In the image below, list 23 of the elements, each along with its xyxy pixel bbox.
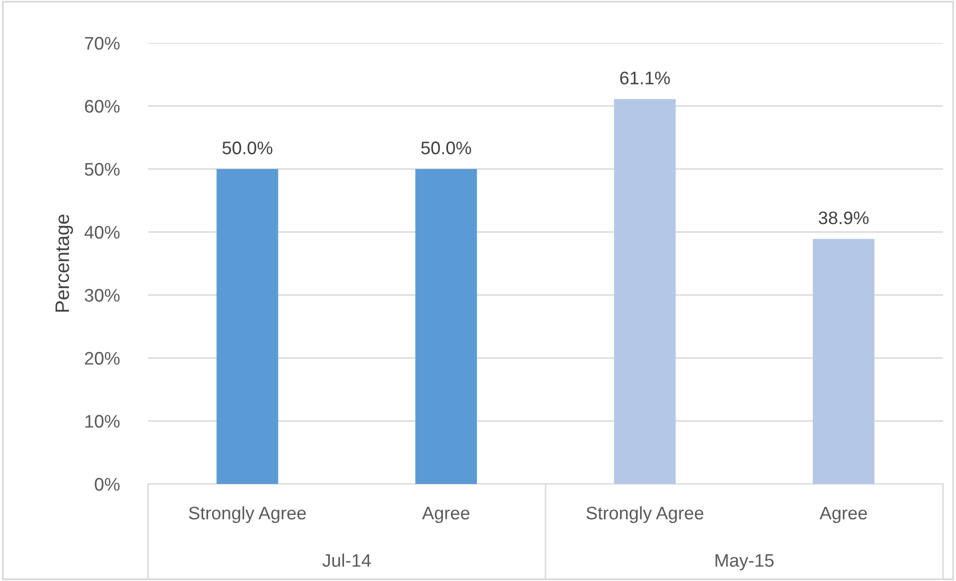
data-label: 50.0% bbox=[222, 142, 272, 154]
y-tick-label: 0% bbox=[94, 478, 120, 491]
x-tick-label: Agree bbox=[422, 506, 470, 524]
text: May-15 bbox=[716, 554, 774, 570]
x-tick-label: Strongly Agree bbox=[188, 506, 306, 524]
data-label: 50.0% bbox=[421, 142, 472, 154]
text: Jul-14 bbox=[322, 554, 371, 567]
x-tick-label: Strongly Agree bbox=[586, 506, 704, 524]
bar bbox=[415, 169, 477, 484]
x-tick-label: Agree bbox=[820, 506, 867, 524]
y-tick-label: 50% bbox=[84, 162, 120, 176]
y-tick-label: 10% bbox=[85, 414, 120, 428]
data-label: 38.9% bbox=[818, 211, 869, 224]
bar bbox=[216, 169, 278, 484]
y-tick-label: 30% bbox=[84, 288, 120, 302]
bar bbox=[614, 99, 676, 484]
y-tick-label: 70% bbox=[85, 36, 120, 50]
y-tick-label: 60% bbox=[85, 100, 120, 113]
y-tick-label: 20% bbox=[84, 352, 120, 365]
data-label: 61.1% bbox=[620, 72, 670, 84]
bar bbox=[812, 238, 874, 484]
y-tick-label: 40% bbox=[84, 226, 120, 239]
y-axis-title: Percentage bbox=[56, 214, 73, 312]
